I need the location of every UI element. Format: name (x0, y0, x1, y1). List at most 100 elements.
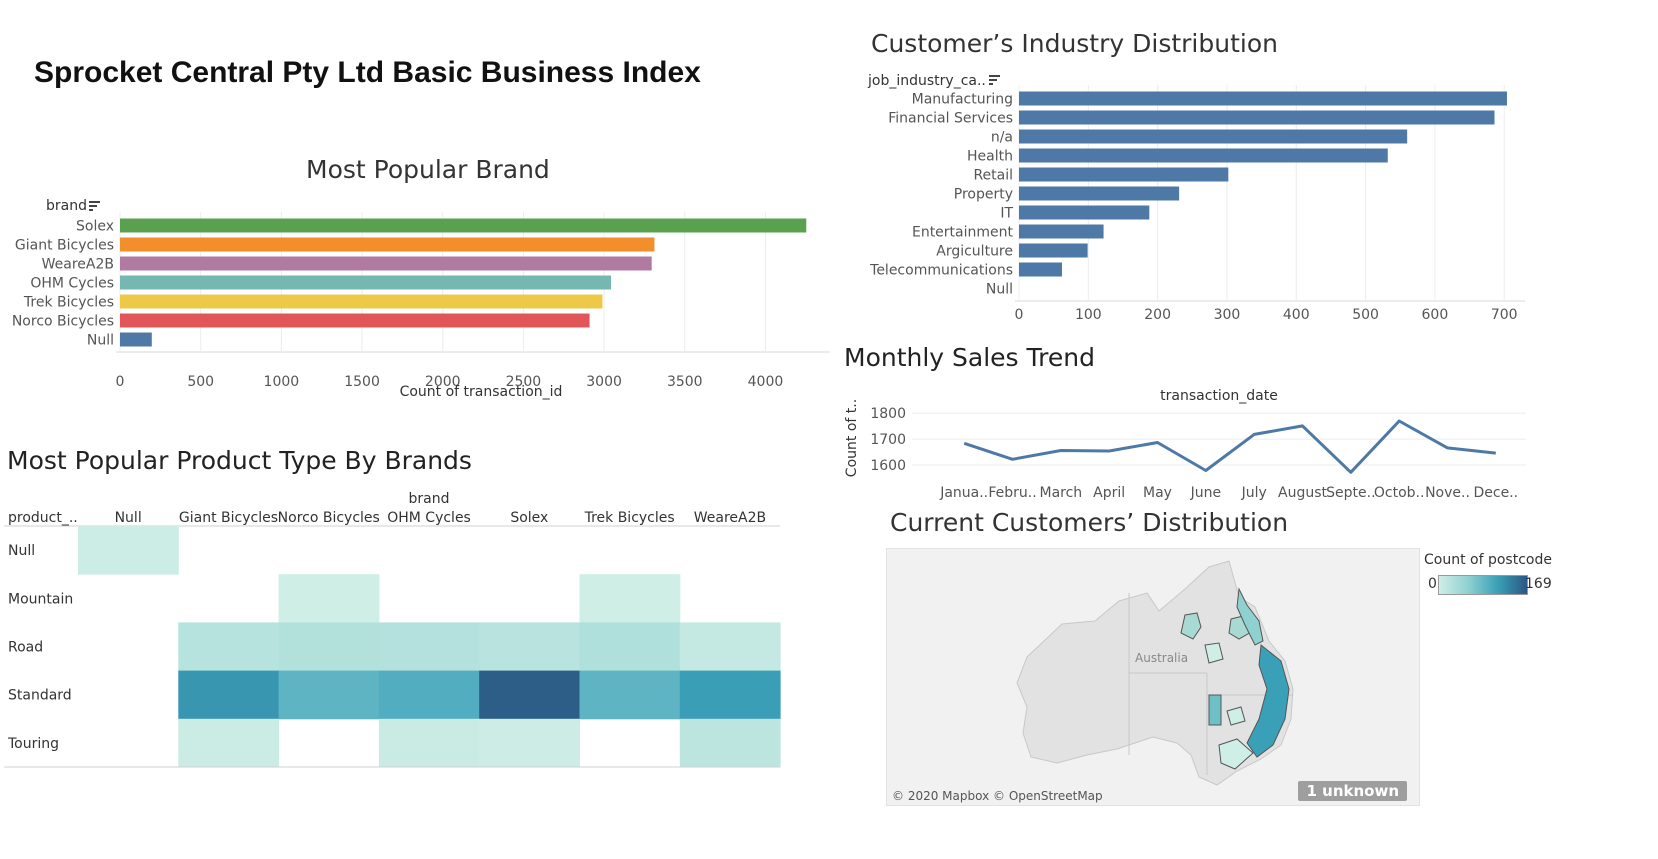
monthly-y-axis-label: Count of t.. (844, 399, 860, 477)
heatmap-cell[interactable] (278, 574, 380, 623)
heatmap-cell[interactable] (479, 718, 580, 768)
product-column-header[interactable]: Null (115, 510, 142, 526)
product-column-header[interactable]: Trek Bicycles (584, 510, 675, 526)
postcode-region[interactable] (1180, 612, 1202, 640)
industry-bar-chart: job_industry_ca.. Manufacturing Financial… (867, 73, 1525, 323)
heatmap-cell[interactable] (679, 718, 781, 768)
heatmap-cell[interactable] (78, 526, 179, 575)
industry-category-label[interactable]: Manufacturing (912, 92, 1013, 108)
heatmap-cell[interactable] (378, 670, 480, 720)
monthly-y-tick-label: 1800 (870, 406, 906, 422)
industry-bar[interactable] (1019, 91, 1507, 106)
heatmap-cell[interactable] (178, 670, 280, 720)
heatmap-cell[interactable] (378, 622, 480, 672)
map-credit[interactable]: © 2020 Mapbox © OpenStreetMap (892, 789, 1103, 803)
product-row-header[interactable]: Standard (8, 688, 72, 704)
industry-bar[interactable] (1019, 224, 1104, 239)
postcode-region[interactable] (1246, 644, 1290, 758)
heatmap-cell[interactable] (278, 670, 380, 720)
heatmap-cell[interactable] (679, 622, 781, 672)
brand-category-label[interactable]: Trek Bicycles (23, 295, 114, 311)
brand-bar[interactable] (120, 256, 652, 271)
brand-dimension-label[interactable]: brand (46, 198, 87, 214)
sort-icon[interactable] (89, 201, 100, 211)
heatmap-cell[interactable] (579, 670, 681, 720)
product-column-header[interactable]: Giant Bicycles (179, 510, 278, 526)
industry-bar[interactable] (1019, 186, 1180, 201)
postcode-region[interactable] (1204, 642, 1224, 664)
brand-bar[interactable] (120, 313, 590, 328)
brand-tick-label: 3500 (667, 374, 703, 390)
monthly-x-tick-label: Febru.. (988, 485, 1036, 501)
product-row-header[interactable]: Null (8, 543, 35, 559)
sort-icon[interactable] (989, 75, 1000, 85)
postcode-region[interactable] (1208, 694, 1222, 726)
industry-bar[interactable] (1019, 110, 1495, 125)
brand-bar[interactable] (120, 275, 612, 290)
product-row-header[interactable]: Mountain (8, 591, 73, 607)
brand-tick-label: 500 (187, 374, 214, 390)
industry-category-label[interactable]: Telecommunications (869, 263, 1013, 279)
industry-category-label[interactable]: Financial Services (888, 111, 1013, 127)
heatmap-cell[interactable] (679, 670, 781, 720)
heatmap-cell[interactable] (178, 718, 280, 768)
postcode-region[interactable] (1218, 738, 1254, 770)
heatmap-cell[interactable] (479, 670, 580, 720)
product-column-header[interactable]: Solex (510, 510, 548, 526)
map-legend-max: 169 (1525, 576, 1552, 592)
industry-category-label[interactable]: Null (986, 282, 1013, 298)
industry-tick-label: 100 (1075, 307, 1102, 323)
industry-bar[interactable] (1019, 205, 1150, 220)
industry-bar[interactable] (1019, 129, 1408, 144)
dashboard-title: Sprocket Central Pty Ltd Basic Business … (34, 56, 701, 89)
customer-map[interactable]: Australia © 2020 Mapbox © OpenStreetMap … (886, 548, 1420, 806)
product-column-header[interactable]: WeareA2B (694, 510, 766, 526)
industry-dimension-label[interactable]: job_industry_ca.. (867, 73, 986, 89)
industry-bar[interactable] (1019, 167, 1229, 182)
monthly-line-chart: transaction_date Count of t.. 1600 1700 18… (844, 388, 1526, 501)
monthly-x-tick-label: Dece.. (1474, 485, 1519, 501)
postcode-region[interactable] (1236, 587, 1264, 646)
unknown-badge[interactable]: 1 unknown (1298, 781, 1407, 801)
brand-category-label[interactable]: Norco Bicycles (12, 314, 114, 330)
monthly-series-line[interactable] (963, 419, 1496, 474)
heatmap-cell[interactable] (479, 622, 580, 672)
brand-bar[interactable] (120, 332, 152, 347)
brand-category-label[interactable]: Giant Bicycles (15, 238, 114, 254)
industry-category-label[interactable]: Health (967, 149, 1013, 165)
brand-category-label[interactable]: Solex (76, 219, 114, 235)
industry-bar[interactable] (1019, 243, 1088, 258)
industry-category-label[interactable]: n/a (991, 130, 1013, 146)
industry-category-label[interactable]: Argiculture (936, 244, 1013, 260)
industry-category-label[interactable]: IT (1000, 206, 1013, 222)
brand-bar[interactable] (120, 237, 655, 252)
product-column-header[interactable]: OHM Cycles (387, 510, 471, 526)
industry-category-label[interactable]: Retail (973, 168, 1013, 184)
brand-category-label[interactable]: WeareA2B (42, 257, 114, 273)
product-row-header[interactable]: Touring (7, 736, 59, 752)
heatmap-cell[interactable] (278, 622, 380, 672)
monthly-x-tick-label: April (1093, 485, 1125, 501)
heatmap-cell[interactable] (579, 622, 681, 672)
brand-category-label[interactable]: OHM Cycles (30, 276, 114, 292)
brand-tick-label: 0 (116, 374, 125, 390)
postcode-region[interactable] (1226, 706, 1246, 726)
heatmap-cell[interactable] (579, 574, 681, 623)
industry-chart-title: Customer’s Industry Distribution (871, 29, 1278, 58)
industry-bar[interactable] (1019, 148, 1388, 163)
brand-bar[interactable] (120, 218, 807, 233)
product-row-label[interactable]: product_.. (8, 510, 78, 526)
industry-bar[interactable] (1019, 262, 1062, 277)
product-brand-group-label: brand (409, 491, 450, 507)
heatmap-cell[interactable] (178, 622, 280, 672)
brand-category-label[interactable]: Null (87, 333, 114, 349)
product-row-header[interactable]: Road (8, 640, 43, 656)
industry-category-label[interactable]: Entertainment (912, 225, 1014, 241)
heatmap-cell[interactable] (378, 718, 480, 768)
monthly-x-tick-label: August (1278, 485, 1328, 501)
industry-category-label[interactable]: Property (954, 187, 1013, 203)
monthly-x-tick-label: Octob.. (1374, 485, 1425, 501)
product-heatmap: brand product_.. Null Giant Bicycles Norco… (4, 491, 781, 768)
product-column-header[interactable]: Norco Bicycles (278, 510, 380, 526)
brand-bar[interactable] (120, 294, 603, 309)
